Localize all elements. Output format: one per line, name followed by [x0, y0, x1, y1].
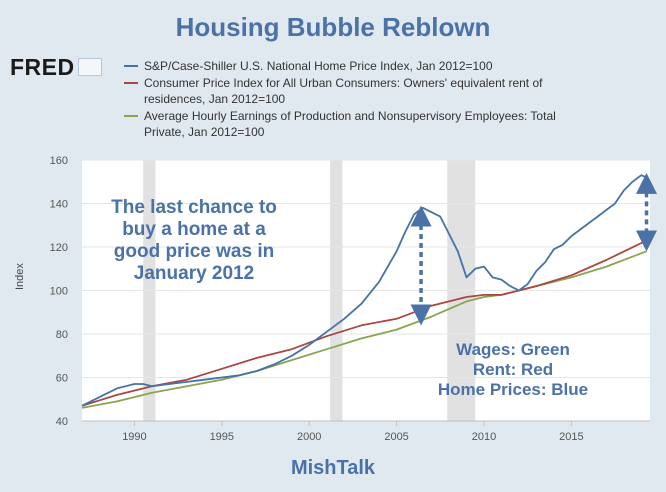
legend-item-rent[interactable]: Consumer Price Index for All Urban Consu… — [124, 75, 594, 107]
logo-text: FRED — [10, 54, 75, 80]
legend-item-wages[interactable]: Average Hourly Earnings of Production an… — [124, 108, 594, 140]
x-tick-label: 2015 — [559, 431, 583, 443]
y-tick-label: 140 — [50, 199, 68, 211]
x-tick-label: 1990 — [122, 431, 146, 443]
series-rent-line — [81, 239, 647, 407]
footer-brand: MishTalk — [290, 457, 376, 479]
x-tick-label: 1995 — [210, 431, 234, 443]
y-tick-label: 120 — [50, 242, 68, 254]
legend-item-home-price[interactable]: S&P/Case-Shiller U.S. National Home Pric… — [124, 58, 594, 74]
y-tick-label: 100 — [50, 286, 68, 298]
y-tick-label: 60 — [56, 373, 68, 385]
legend-swatch-blue — [124, 65, 138, 67]
legend-label: Consumer Price Index for All Urban Consu… — [144, 76, 543, 106]
y-axis-label: Index — [14, 263, 26, 290]
y-tick-label: 160 — [50, 155, 68, 167]
series-home-price-line — [81, 174, 647, 407]
x-tick-label: 2010 — [472, 431, 496, 443]
annotation-wages: Wages: Green — [456, 340, 570, 359]
legend-label: Average Hourly Earnings of Production an… — [144, 109, 556, 139]
y-tick-label: 80 — [56, 329, 68, 341]
x-tick-label: 2005 — [384, 431, 408, 443]
x-tick-label: 2000 — [297, 431, 321, 443]
legend-swatch-red — [124, 82, 138, 84]
chart-legend: S&P/Case-Shiller U.S. National Home Pric… — [124, 58, 594, 141]
annotation-home-prices: Home Prices: Blue — [437, 380, 589, 399]
fred-logo: FRED — [10, 54, 102, 81]
y-tick-label: 40 — [56, 416, 68, 428]
logo-chart-icon — [77, 57, 102, 76]
legend-label: S&P/Case-Shiller U.S. National Home Pric… — [144, 59, 493, 73]
annotation-left: The last chance to buy a home at a good … — [111, 197, 277, 284]
chart-title: Housing Bubble Reblown — [175, 12, 491, 42]
annotation-rent: Rent: Red — [472, 360, 554, 379]
annotation-right: Wages: Green Rent: Red Home Prices: Blue — [420, 340, 606, 400]
legend-swatch-green — [124, 115, 138, 117]
